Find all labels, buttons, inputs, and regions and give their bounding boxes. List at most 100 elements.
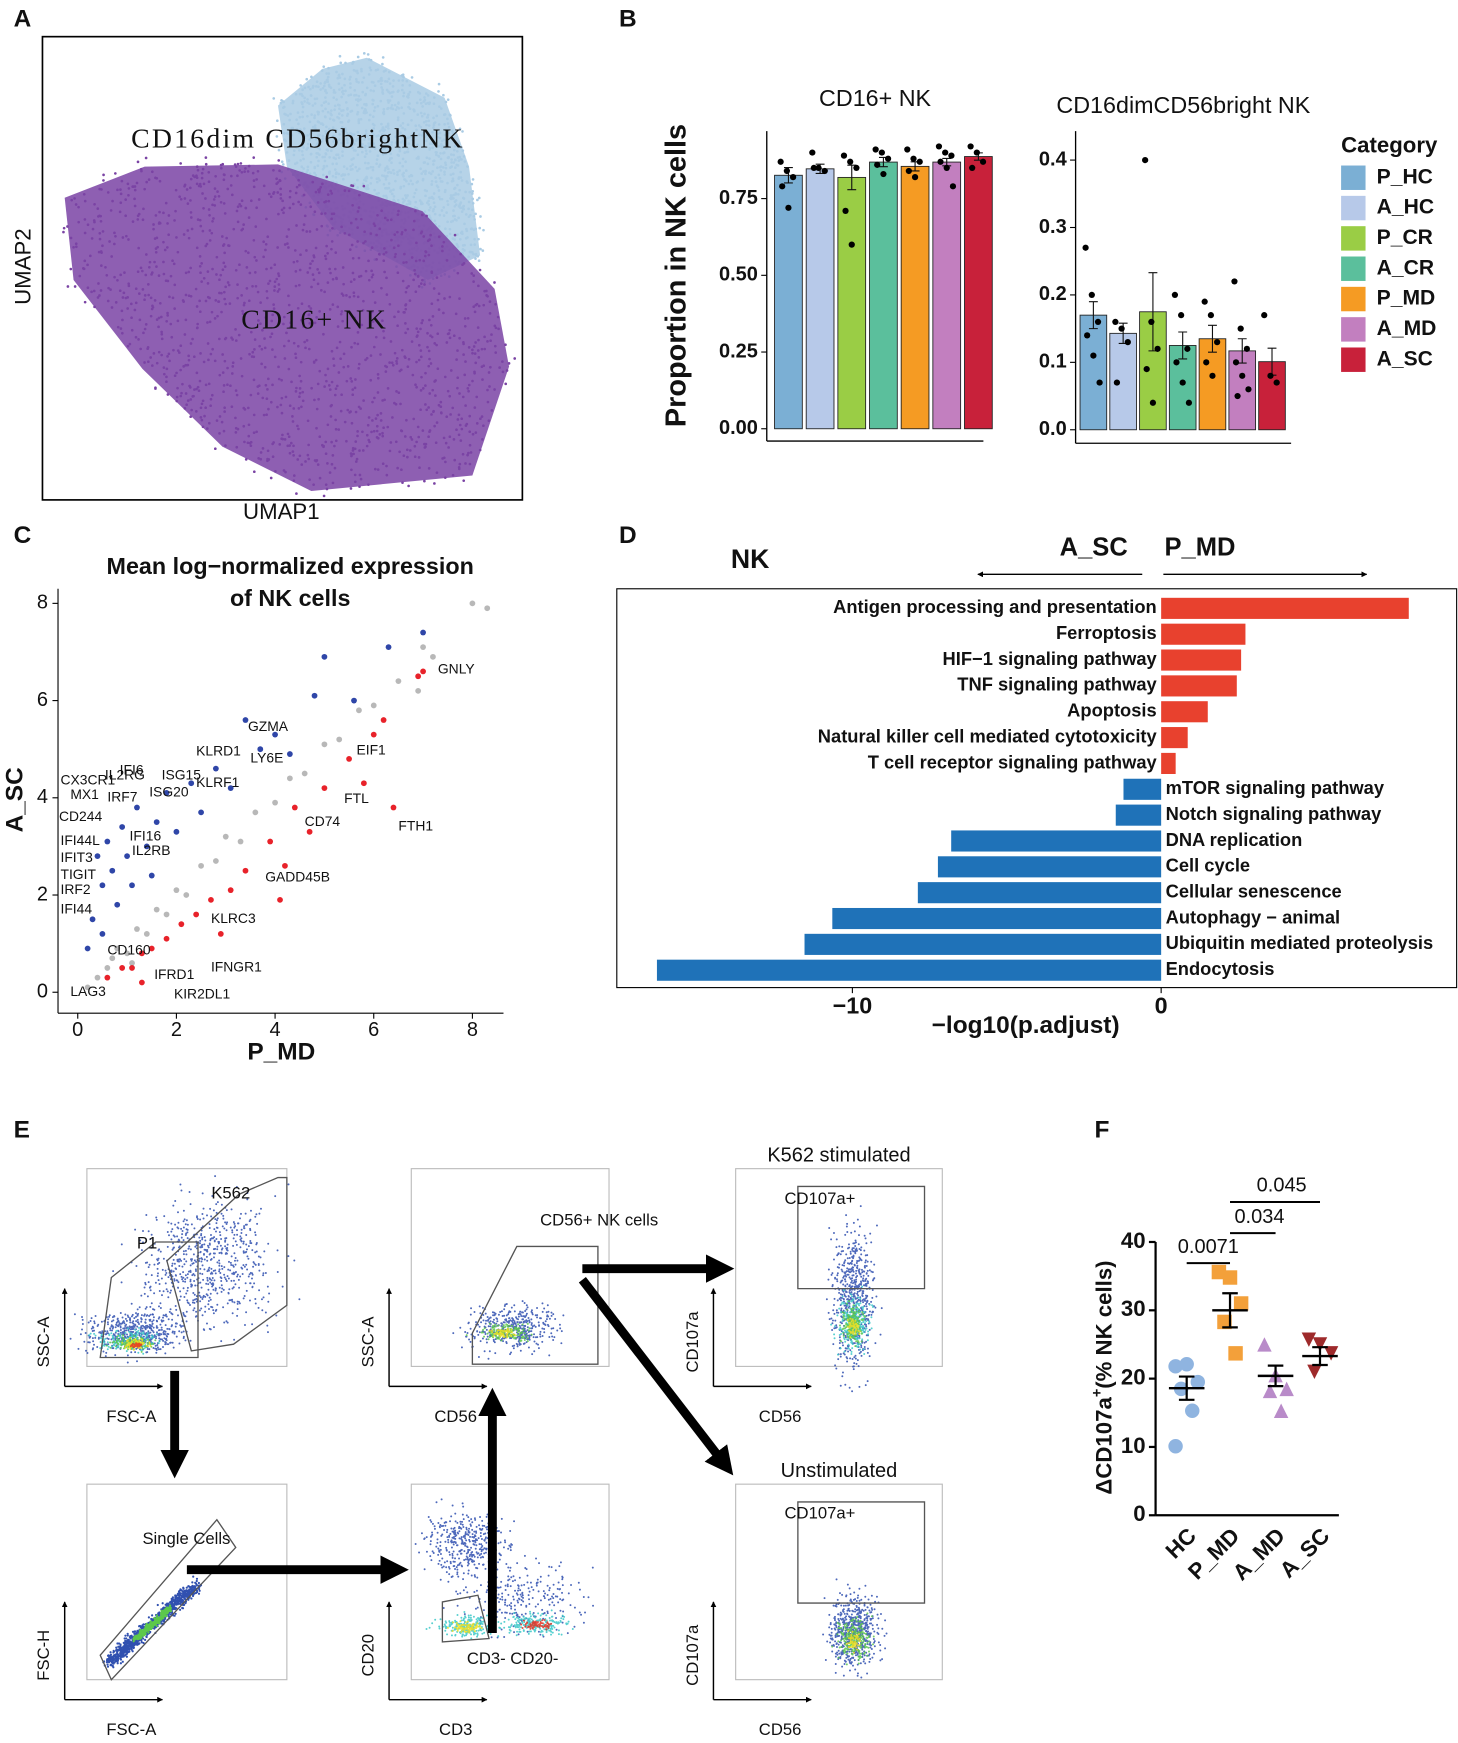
x-tick-label: 4 (270, 1019, 281, 1041)
data-point (1203, 359, 1210, 366)
y-axis-label-part: (% NK cells) (1091, 1260, 1116, 1388)
gene-label: IFIT3 (60, 849, 93, 865)
gene-label: CD74 (305, 813, 341, 829)
scatter-point (109, 867, 116, 874)
legend-label: A_SC (1377, 347, 1433, 370)
data-point (910, 155, 917, 162)
y-tick-label: 0.2 (1039, 283, 1067, 305)
x-tick-label: 6 (368, 1019, 379, 1041)
gene-label: IL2RB (132, 842, 171, 858)
x-axis-label: −log10(p.adjust) (932, 1012, 1120, 1039)
y-tick-label: 0.1 (1039, 351, 1067, 373)
legend-swatch (1341, 226, 1366, 251)
scatter-point (114, 945, 121, 952)
scatter-point (198, 809, 204, 816)
bar (1161, 649, 1242, 671)
x-tick-label: 2 (171, 1019, 182, 1041)
data-point (815, 164, 822, 172)
gene-label: KLRF1 (196, 774, 239, 790)
gate (797, 1501, 926, 1604)
legend-label: P_MD (1377, 287, 1436, 310)
scatter-point (138, 950, 145, 957)
error-bar (1208, 324, 1217, 353)
scatter-point (99, 882, 106, 889)
gene-label: IFRD1 (154, 966, 194, 982)
data-point (1184, 345, 1191, 352)
data-point (1267, 372, 1274, 379)
panel-letter: D (619, 522, 637, 549)
x-axis-label: P_MD (247, 1039, 315, 1066)
data-point (878, 149, 885, 156)
gene-label: TIGIT (60, 866, 96, 882)
scatter-point (356, 707, 362, 714)
category-label: Cellular senescence (1166, 881, 1342, 902)
data-point (1094, 318, 1102, 326)
legend-label: A_HC (1377, 196, 1434, 219)
data-point (935, 143, 943, 150)
y-axis-label: CD107a (683, 1624, 702, 1686)
data-point (1209, 372, 1216, 379)
bar (900, 165, 930, 430)
gate (471, 1245, 599, 1365)
scatter-point (84, 945, 91, 952)
scatter-point (173, 828, 180, 835)
data-point (905, 167, 912, 175)
y-tick-label: 0.00 (719, 417, 758, 439)
gene-label: FTL (344, 790, 369, 806)
data-point (1301, 1332, 1317, 1347)
x-axis-label: FSC-A (106, 1720, 157, 1739)
data-point (942, 149, 949, 156)
plot-title: Unstimulated (781, 1460, 898, 1482)
bar (1161, 752, 1176, 775)
data-point (1090, 352, 1097, 359)
header: NK (731, 544, 770, 574)
data-point (1312, 1337, 1328, 1352)
data-point (1273, 379, 1280, 386)
data-point (1154, 345, 1161, 352)
data-point (1179, 1357, 1194, 1372)
legend-swatch (1341, 286, 1366, 312)
scatter-point (291, 804, 298, 811)
sem-bar (1312, 1346, 1328, 1367)
legend-label: P_CR (1377, 226, 1433, 249)
plot-frame (735, 1168, 943, 1367)
y-tick-label: 0.50 (719, 264, 758, 286)
data-point (1118, 325, 1125, 332)
bar (1115, 804, 1162, 826)
y-axis-label: UMAP2 (11, 228, 36, 304)
scatter-point (124, 853, 130, 860)
p-value: 0.045 (1257, 1175, 1307, 1197)
bar (1161, 727, 1188, 749)
gate (99, 1518, 237, 1681)
flow-arrow (578, 1277, 734, 1476)
p-value: 0.034 (1234, 1206, 1284, 1228)
y-tick-label: 0.4 (1039, 148, 1067, 170)
gene-label: GZMA (248, 718, 289, 734)
scatter-point (346, 756, 352, 762)
data-point (1233, 1296, 1249, 1311)
bar (917, 882, 1162, 904)
scatter-point (153, 906, 160, 913)
sem-bar (1267, 1364, 1284, 1388)
scatter-point (370, 731, 377, 738)
y-tick-label: 6 (37, 689, 48, 711)
data-point (1234, 392, 1241, 400)
data-point (1185, 1403, 1200, 1418)
category-label: TNF signaling pathway (957, 674, 1157, 695)
data-point (1096, 379, 1103, 386)
error-bar (1178, 331, 1188, 360)
data-point (949, 183, 957, 190)
legend-title: Category (1341, 132, 1438, 157)
scatter-point (390, 804, 397, 811)
data-point (916, 158, 923, 165)
data-point (1279, 1381, 1294, 1397)
category-label: Ubiquitin mediated proteolysis (1166, 932, 1434, 953)
data-point (1214, 339, 1221, 346)
bar (1161, 675, 1237, 697)
legend-label: A_CR (1377, 256, 1434, 279)
gene-label: GADD45B (265, 869, 330, 885)
y-tick-label: 8 (37, 592, 48, 614)
data-point (810, 164, 817, 172)
scatter-point (286, 751, 293, 757)
gene-label: LAG3 (70, 983, 106, 999)
